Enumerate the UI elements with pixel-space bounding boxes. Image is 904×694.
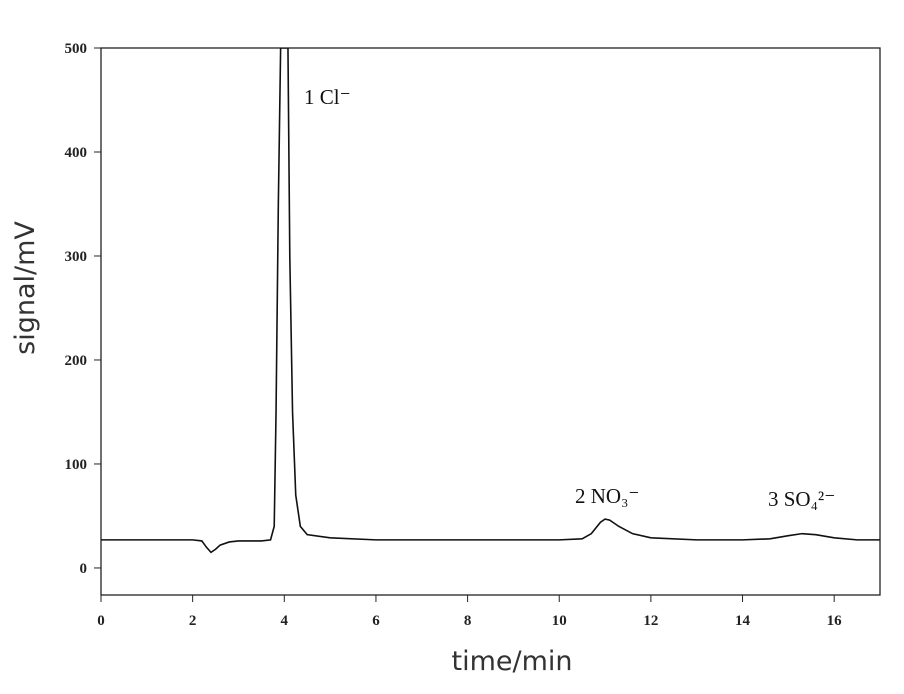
peak-label: 3 SO₄²⁻ [768,487,835,511]
x-tick-label: 4 [281,613,289,629]
x-axis-label: time/min [451,646,572,677]
peak-label: 1 Cl⁻ [304,85,351,109]
peak-label: 2 NO₃⁻ [575,484,640,508]
x-tick-label: 0 [97,613,105,629]
y-axis-label: signal/mV [10,221,41,355]
y-tick-label: 200 [65,353,88,369]
x-tick-label: 10 [552,613,567,629]
y-tick-label: 100 [65,457,88,473]
x-tick-label: 8 [464,613,472,629]
y-tick-label: 500 [65,41,88,57]
x-tick-label: 16 [827,613,843,629]
x-tick-label: 12 [643,613,658,629]
x-tick-label: 2 [189,613,197,629]
y-tick-label: 400 [65,145,88,161]
x-tick-label: 14 [735,613,751,629]
x-tick-label: 6 [372,613,380,629]
plot-frame [100,47,881,596]
y-tick-label: 300 [65,249,88,265]
y-tick-label: 0 [80,561,88,577]
signal-line [101,48,880,554]
